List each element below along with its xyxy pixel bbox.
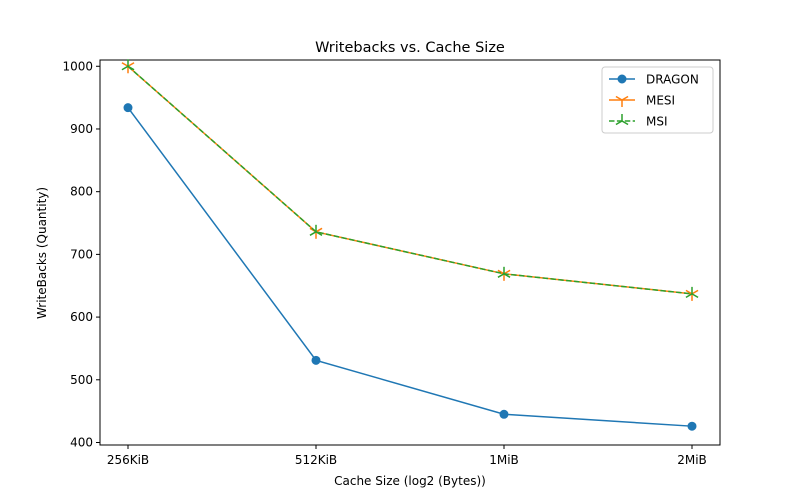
series-line-dragon	[127, 107, 693, 427]
y-axis-label: WriteBacks (Quantity)	[35, 187, 49, 319]
y-tick-label: 800	[70, 185, 93, 199]
data-point-msi	[121, 59, 135, 71]
x-tick-label: 512KiB	[295, 453, 337, 467]
x-tick-label: 256KiB	[107, 453, 149, 467]
data-point-dragon	[499, 409, 509, 419]
y-tick-label: 700	[70, 247, 93, 261]
y-tick-label: 1000	[62, 59, 93, 73]
legend-marker-dragon	[617, 74, 627, 84]
plot-frame	[99, 59, 721, 446]
legend-label-mesi: MESI	[646, 94, 675, 108]
x-tick-label: 1MiB	[489, 453, 519, 467]
data-point-dragon	[311, 355, 321, 365]
data-point-dragon	[123, 103, 133, 113]
data-point-msi	[685, 286, 699, 299]
data-point-mesi	[685, 289, 699, 301]
y-tick-label: 400	[70, 435, 93, 449]
legend-marker-msi	[615, 114, 629, 126]
data-point-dragon	[687, 421, 697, 431]
y-tick-label: 600	[70, 310, 93, 324]
data-point-mesi	[121, 62, 135, 74]
data-point-msi	[497, 266, 511, 278]
y-tick-label: 900	[70, 122, 93, 136]
legend-label-msi: MSI	[646, 115, 668, 129]
legend-marker-mesi	[615, 95, 629, 107]
legend-box	[601, 66, 714, 134]
legend-label-dragon: DRAGON	[646, 73, 699, 87]
series-line-msi	[127, 65, 693, 295]
y-tick-label: 500	[70, 373, 93, 387]
x-tick-label: 2MiB	[677, 453, 707, 467]
x-axis-label: Cache Size (log2 (Bytes))	[334, 474, 486, 488]
chart-title: Writebacks vs. Cache Size	[315, 40, 505, 56]
data-point-msi	[309, 224, 323, 236]
